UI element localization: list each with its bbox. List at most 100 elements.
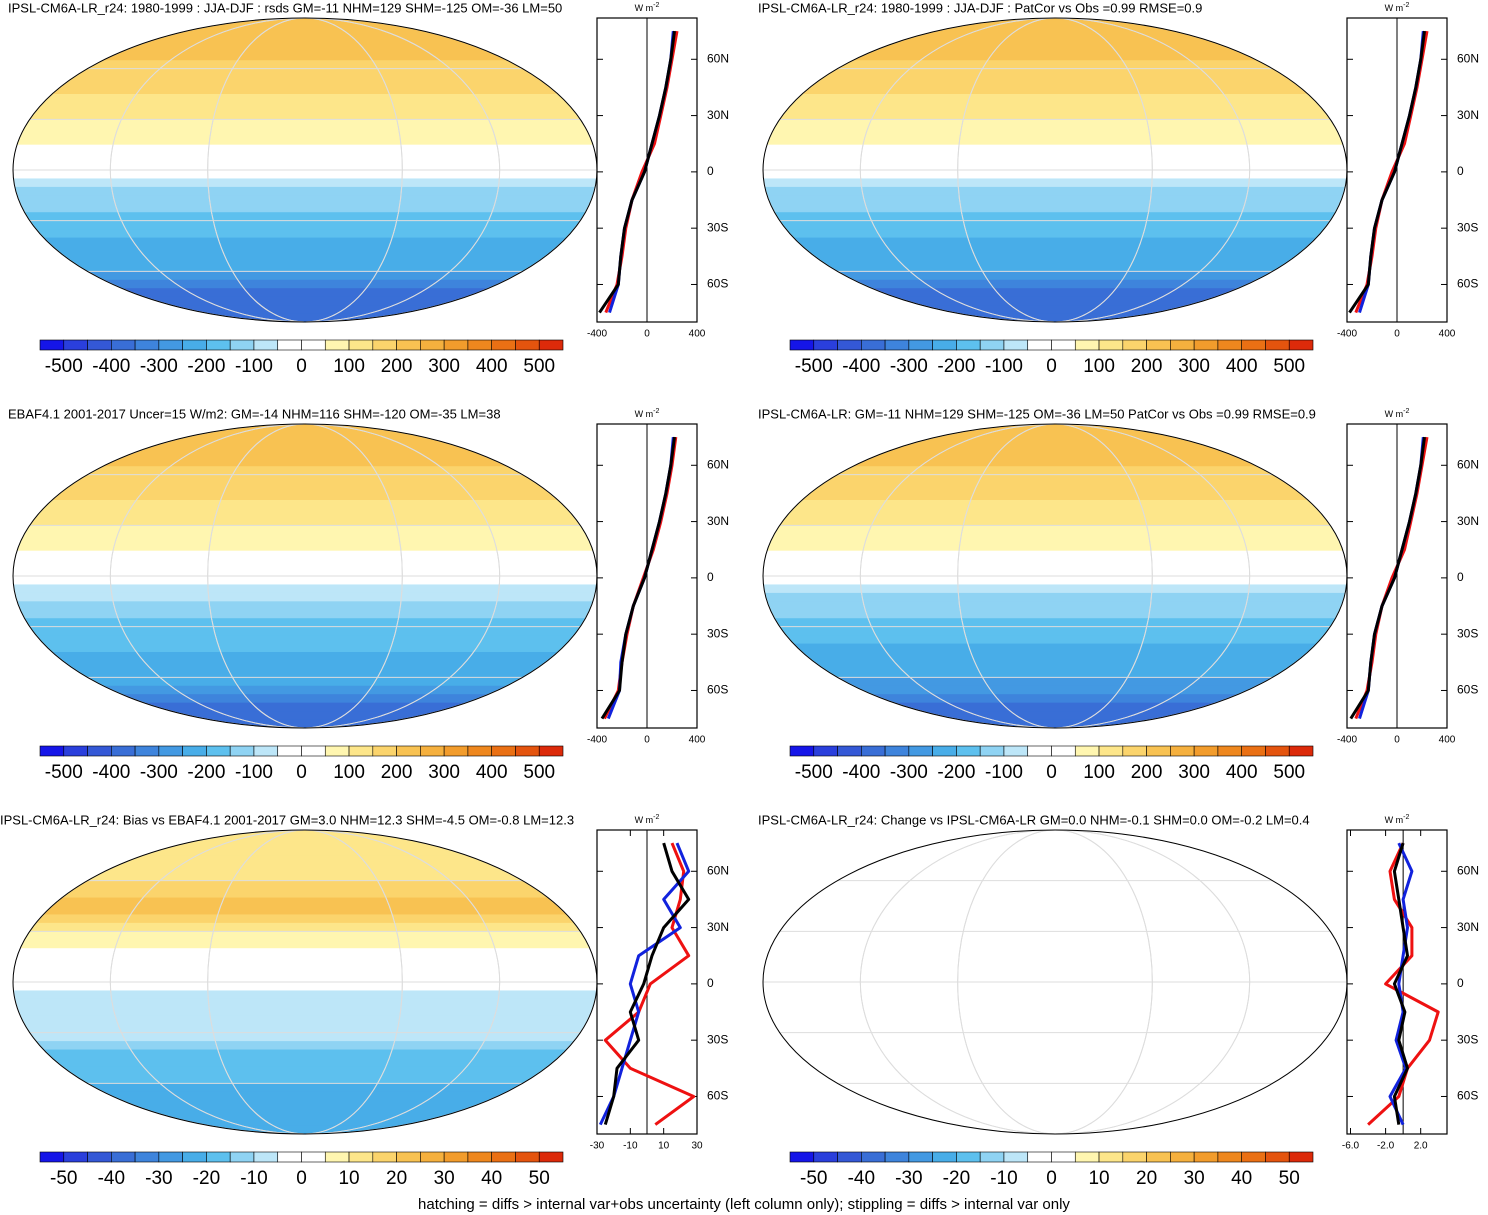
map-band <box>13 643 597 653</box>
map-band <box>763 296 1347 306</box>
colorbar-label: 0 <box>1046 356 1057 377</box>
colorbar-box <box>1074 339 1100 351</box>
x-tick-label: 0 <box>644 735 650 746</box>
y-tick-label: 60S <box>1457 1089 1478 1103</box>
x-tick-label: -400 <box>587 735 607 746</box>
map-band <box>13 592 597 602</box>
map-band <box>13 153 597 163</box>
map-meridian <box>207 424 403 728</box>
y-tick-label: 60N <box>1457 863 1479 877</box>
colorbar-box <box>1241 339 1266 351</box>
map-band <box>763 508 1347 518</box>
map-band <box>763 457 1347 467</box>
colorbar-box <box>956 745 981 757</box>
map-band <box>13 846 597 856</box>
x-tick-label: 30 <box>691 1141 703 1152</box>
colorbar-box <box>789 339 815 351</box>
y-tick-label: 60N <box>1457 51 1479 65</box>
zonal-unit: W m-2 <box>635 2 660 14</box>
colorbar-label: -400 <box>92 356 130 377</box>
map-band <box>763 592 1347 602</box>
colorbar-box <box>1288 339 1314 351</box>
colorbar-label: -30 <box>895 1168 922 1189</box>
map-band <box>763 178 1347 188</box>
colorbar-box <box>1051 339 1076 351</box>
map-band <box>763 237 1347 247</box>
colorbar-box <box>1146 339 1171 351</box>
map-band <box>13 550 597 560</box>
map-band <box>13 584 597 594</box>
colorbar-box <box>789 1151 815 1163</box>
map <box>763 18 1347 322</box>
map-band <box>13 855 597 865</box>
colorbar-box <box>1122 1151 1147 1163</box>
colorbar-box <box>134 339 160 351</box>
map-band <box>763 186 1347 196</box>
map-band <box>13 906 597 915</box>
colorbar-label: 50 <box>529 1168 550 1189</box>
y-tick-label: 0 <box>707 570 714 584</box>
unit-text: W m <box>1385 3 1404 13</box>
map-band <box>13 474 597 484</box>
map-band <box>13 1066 597 1076</box>
y-tick-label: 30N <box>1457 514 1479 528</box>
map-band <box>763 1041 1347 1051</box>
colorbar-box <box>1241 745 1266 757</box>
colorbar-label: -500 <box>795 762 833 783</box>
colorbar-box <box>491 339 516 351</box>
zonal-unit: W m-2 <box>1385 814 1410 826</box>
colorbar-label: -500 <box>795 356 833 377</box>
map-band <box>763 279 1347 289</box>
colorbar-box <box>324 745 350 757</box>
colorbar-box <box>979 745 1005 757</box>
map-band <box>763 897 1347 907</box>
y-tick-label: 60S <box>1457 277 1478 291</box>
x-tick-label: 400 <box>689 735 706 746</box>
map-band <box>13 212 597 222</box>
y-tick-label: 0 <box>1457 164 1464 178</box>
unit-text: W m <box>635 3 654 13</box>
colorbar-box <box>861 1151 886 1163</box>
zonal-line <box>598 30 676 314</box>
map <box>763 424 1347 728</box>
unit-exp: -2 <box>653 408 659 415</box>
map-band <box>13 965 597 975</box>
map-meridian <box>859 424 1251 728</box>
unit-exp: -2 <box>1403 814 1409 821</box>
map-band <box>763 203 1347 213</box>
colorbar-box <box>301 1151 326 1163</box>
map-band <box>763 262 1347 272</box>
map-band <box>763 880 1347 890</box>
colorbar-box <box>158 1151 183 1163</box>
map-band <box>13 1049 597 1059</box>
colorbar-label: -300 <box>140 356 178 377</box>
map-band <box>763 618 1347 628</box>
map-band <box>763 830 1347 839</box>
map-band <box>13 186 597 196</box>
map-band <box>763 863 1347 873</box>
x-tick-label: -30 <box>590 1141 605 1152</box>
colorbar-box <box>1170 745 1195 757</box>
x-tick-label: -400 <box>1337 329 1357 340</box>
map-band <box>13 1083 597 1093</box>
colorbar-box <box>979 1151 1005 1163</box>
colorbar-label: 0 <box>296 356 307 377</box>
colorbar-box <box>837 339 862 351</box>
colorbar-label: -40 <box>848 1168 875 1189</box>
map-band <box>13 652 597 661</box>
colorbar-box <box>515 339 540 351</box>
colorbar-box <box>979 339 1005 351</box>
map-band <box>763 1125 1347 1134</box>
colorbar-box <box>884 1151 910 1163</box>
colorbar-box <box>1051 1151 1076 1163</box>
unit-text: W m <box>1385 409 1404 419</box>
colorbar-box <box>134 1151 160 1163</box>
colorbar-box <box>1217 339 1242 351</box>
map-band <box>13 601 597 611</box>
map-band <box>763 998 1347 1008</box>
map-band <box>13 305 597 315</box>
map-band <box>13 1041 597 1051</box>
map-band <box>13 26 597 36</box>
map-band <box>763 982 1347 991</box>
map-band <box>763 51 1347 61</box>
